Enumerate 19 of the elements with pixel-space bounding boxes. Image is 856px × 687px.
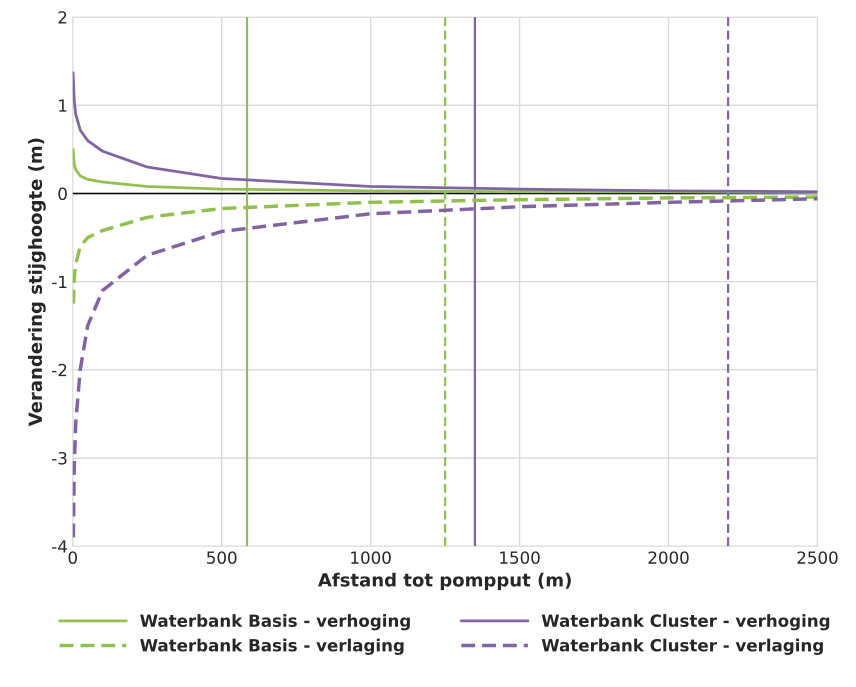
x-tick-label: 1000 (351, 551, 391, 564)
x-tick-label: 500 (207, 551, 237, 564)
y-tick-label: 0 (58, 187, 67, 200)
legend-label: Waterbank Cluster - verlaging (542, 638, 823, 655)
y-tick-label: -1 (52, 276, 66, 288)
y-axis-title: Verandering stijghoogte (m) (28, 138, 46, 426)
y-tick-label: -2 (52, 364, 66, 376)
x-tick-label: 0 (68, 551, 77, 564)
legend-label: Waterbank Basis - verhoging (140, 614, 410, 630)
y-tick-label: -3 (52, 452, 67, 465)
x-tick-label: 2000 (648, 551, 689, 564)
x-axis-title: Afstand tot pompput (m) (318, 572, 571, 590)
x-tick-label: 1500 (500, 551, 540, 564)
y-tick-label: -4 (52, 540, 67, 552)
y-tick-label: 2 (58, 11, 66, 24)
y-tick-label: 1 (59, 100, 66, 112)
legend-label: Waterbank Basis - verlaging (140, 638, 404, 655)
x-tick-label: 2500 (797, 551, 838, 564)
legend-label: Waterbank Cluster - verhoging (542, 614, 830, 630)
